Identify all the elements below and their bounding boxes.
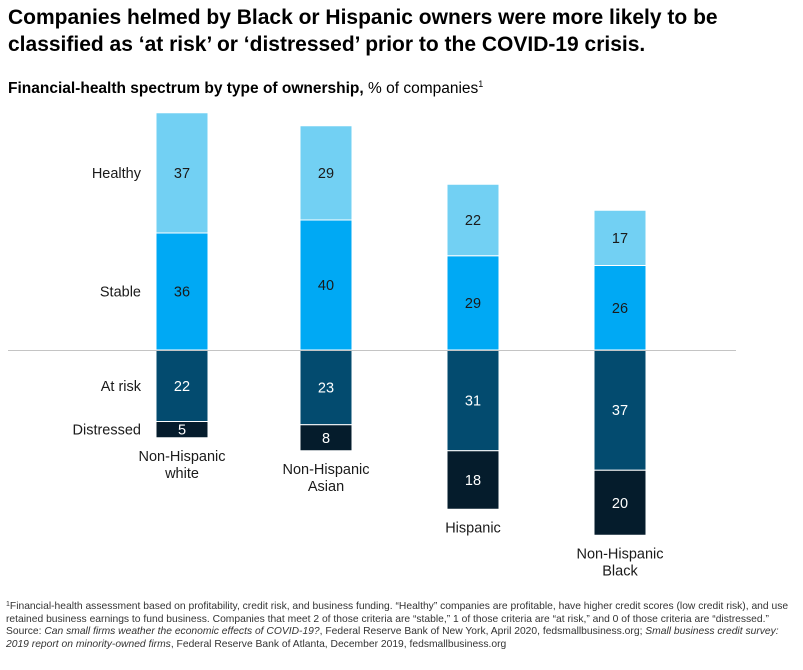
data-label-non-hispanic-white-stable: 36 — [174, 285, 190, 301]
bar-hispanic-distressed — [446, 450, 500, 510]
bar-hispanic-stable — [446, 255, 500, 351]
category-label-hispanic-line-1: Hispanic — [445, 520, 501, 536]
source-line: Source: Can small firms weather the econ… — [6, 626, 798, 651]
data-label-non-hispanic-black-distressed: 20 — [612, 496, 628, 512]
footnote-text: Financial-health assessment based on pro… — [6, 601, 789, 625]
subtitle-footnote-mark: 1 — [478, 79, 484, 89]
bar-hispanic-at-risk — [446, 349, 500, 452]
category-label-non-hispanic-asian-line-1: Non-Hispanic — [282, 462, 369, 478]
chart-subtitle: Financial-health spectrum by type of own… — [8, 74, 483, 99]
category-label-non-hispanic-black-line-1: Non-Hispanic — [576, 546, 663, 562]
data-label-non-hispanic-white-at-risk: 22 — [174, 379, 190, 395]
bar-non-hispanic-black-stable — [593, 265, 647, 351]
data-label-non-hispanic-black-healthy: 17 — [612, 231, 628, 247]
footnotes: 1Financial-health assessment based on pr… — [6, 599, 798, 651]
source-label: Source: — [6, 626, 45, 638]
bar-non-hispanic-asian-at-risk — [299, 349, 353, 426]
category-label-non-hispanic-white-line-2: white — [164, 466, 199, 482]
category-label-non-hispanic-asian-line-2: Asian — [308, 479, 344, 495]
category-label-non-hispanic-black-line-2: Black — [602, 563, 638, 579]
footnote-mark: 1 — [6, 601, 10, 608]
bar-non-hispanic-asian-stable — [299, 219, 353, 351]
data-label-non-hispanic-asian-stable: 40 — [318, 278, 334, 294]
bar-non-hispanic-black-distressed — [593, 469, 647, 536]
chart-title: Companies helmed by Black or Hispanic ow… — [8, 6, 718, 56]
source-2-title: Small business credit survey: 2019 repor… — [6, 626, 779, 650]
subtitle-unit: % of companies — [363, 80, 479, 97]
data-label-hispanic-at-risk: 31 — [465, 393, 481, 409]
bar-non-hispanic-asian-distressed — [299, 424, 353, 452]
category-label-non-hispanic-white-line-1: Non-Hispanic — [138, 449, 225, 465]
bar-non-hispanic-white-healthy — [155, 112, 209, 234]
footnote-1: 1Financial-health assessment based on pr… — [6, 599, 798, 626]
series-label-healthy: Healthy — [92, 166, 142, 182]
data-label-non-hispanic-black-stable: 26 — [612, 301, 628, 317]
series-label-stable: Stable — [100, 285, 141, 301]
bar-non-hispanic-black-healthy — [593, 209, 647, 266]
data-label-non-hispanic-asian-healthy: 29 — [318, 166, 334, 182]
data-label-hispanic-healthy: 22 — [465, 213, 481, 229]
source-1-title: Can small firms weather the economic eff… — [44, 626, 320, 638]
data-label-non-hispanic-black-at-risk: 37 — [612, 403, 628, 419]
data-label-non-hispanic-white-healthy: 37 — [174, 166, 190, 182]
series-label-at-risk: At risk — [101, 379, 142, 395]
data-label-non-hispanic-white-distressed: 5 — [178, 423, 186, 439]
bar-hispanic-healthy — [446, 183, 500, 257]
source-1-details: , Federal Reserve Bank of New York, Apri… — [319, 626, 646, 638]
bar-non-hispanic-white-distressed — [155, 421, 209, 439]
data-label-hispanic-distressed: 18 — [465, 473, 481, 489]
data-label-hispanic-stable: 29 — [465, 296, 481, 312]
bar-non-hispanic-asian-healthy — [299, 125, 353, 221]
data-label-non-hispanic-asian-at-risk: 23 — [318, 380, 334, 396]
data-label-non-hispanic-asian-distressed: 8 — [322, 431, 330, 447]
source-2-details: , Federal Reserve Bank of Atlanta, Decem… — [170, 638, 507, 650]
stacked-bar-chart: 3637225Non-Hispanicwhite4029238Non-Hispa… — [8, 112, 736, 579]
bar-non-hispanic-white-at-risk — [155, 349, 209, 422]
subtitle-bold: Financial-health spectrum by type of own… — [8, 80, 364, 97]
series-label-distressed: Distressed — [73, 423, 142, 439]
